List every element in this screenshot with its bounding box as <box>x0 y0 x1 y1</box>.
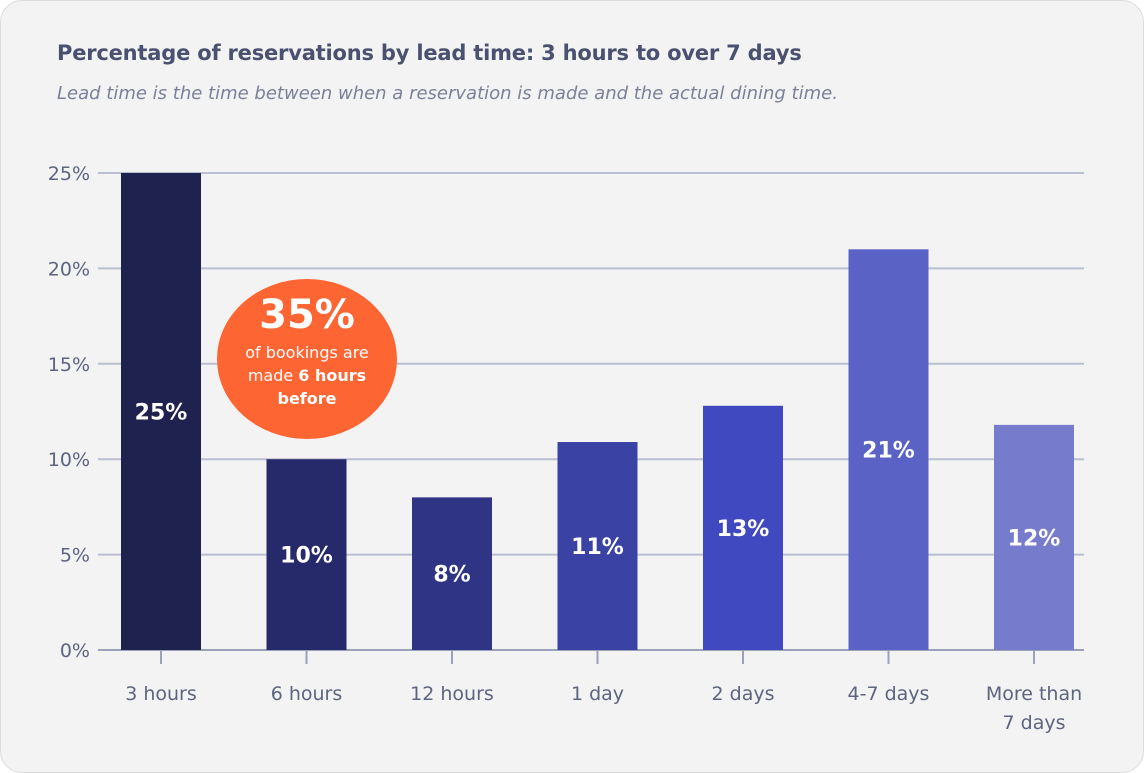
x-tick-label: 3 hours <box>125 683 197 705</box>
y-axis-ticks: 0% 5% 10% 15% 20% 25% <box>48 163 90 662</box>
x-tick-label: 2 days <box>712 683 775 705</box>
x-tick-label: 12 hours <box>410 683 494 705</box>
callout-text-normal: of bookings are made <box>245 343 369 385</box>
bar <box>121 173 201 650</box>
y-tick-label: 5% <box>60 545 90 567</box>
x-tick-label: 1 day <box>571 683 624 705</box>
bar <box>266 459 347 650</box>
bar-data-label: 8% <box>433 563 470 588</box>
bar-data-label: 12% <box>1008 526 1061 551</box>
x-tick-label: More than 7 days <box>986 683 1082 734</box>
bar <box>703 405 783 650</box>
bar-data-label: 11% <box>571 535 624 560</box>
bars <box>121 173 1074 650</box>
chart-title: Percentage of reservations by lead time:… <box>57 41 802 65</box>
y-tick-label: 15% <box>48 354 90 376</box>
bar <box>848 249 929 650</box>
callout-value: 35% <box>259 292 355 338</box>
bar <box>994 424 1074 650</box>
y-tick-label: 25% <box>48 163 90 185</box>
bar-data-label: 13% <box>717 517 770 542</box>
callout-badge: 35% of bookings are made 6 hours before <box>217 279 397 439</box>
y-tick-label: 10% <box>48 449 90 471</box>
x-tick-label: 6 hours <box>271 683 343 705</box>
chart-subtitle: Lead time is the time between when a res… <box>57 83 838 104</box>
category-labels: 3 hours 6 hours 12 hours 1 day 2 days 4-7 day… <box>125 683 1082 734</box>
bar-data-label: 25% <box>135 401 188 426</box>
bar-data-label: 21% <box>862 439 915 464</box>
y-tick-label: 0% <box>60 640 90 662</box>
x-axis-ticks <box>160 650 1035 664</box>
callout-text: of bookings are made 6 hours before <box>223 341 391 410</box>
callout-text-bold: 6 hours before <box>277 366 367 408</box>
y-tick-label: 20% <box>48 258 90 280</box>
x-tick-label: 4-7 days <box>848 683 930 705</box>
bar <box>412 497 492 650</box>
bar-labels: 25% 10% 8% 11% 13% 21% 12% <box>135 401 1061 588</box>
bar-data-label: 10% <box>280 544 333 569</box>
bar <box>557 442 638 650</box>
